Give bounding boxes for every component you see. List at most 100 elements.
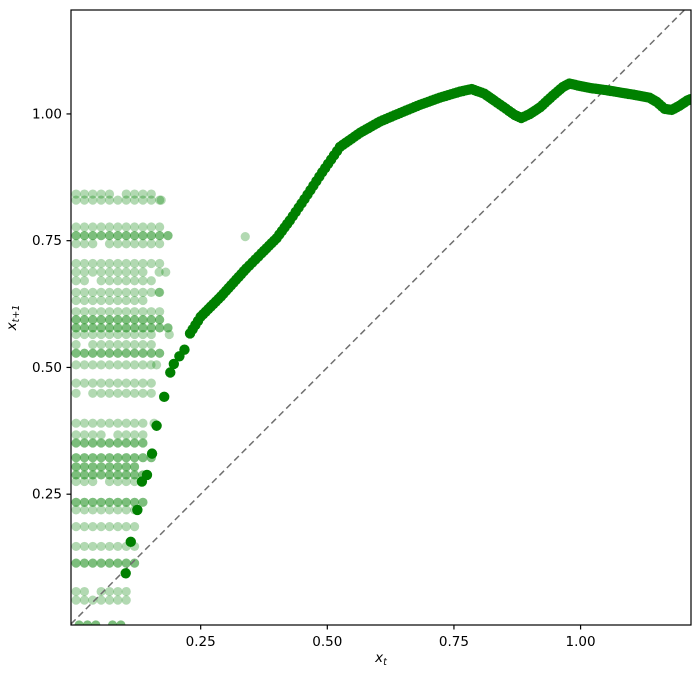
cloud-point (96, 497, 106, 507)
cloud-point (79, 430, 90, 440)
cloud-point (129, 378, 140, 388)
cloud-point (96, 418, 106, 428)
cloud-point (104, 462, 115, 472)
cloud-point (88, 558, 98, 568)
cloud-point (104, 315, 115, 325)
cloud-point (96, 388, 106, 398)
cloud-point (163, 323, 173, 333)
cloud-point (121, 438, 131, 448)
cloud-point (138, 189, 148, 199)
cloud-point (163, 231, 173, 241)
cloud-point (129, 340, 140, 350)
cloud-point (88, 497, 98, 507)
cloud-point (138, 348, 148, 358)
y-axis-label-text: xt+1 (4, 305, 22, 332)
cloud-point (96, 276, 106, 286)
cloud-point (96, 541, 106, 552)
cloud-point (104, 295, 115, 306)
cloud-point (138, 295, 148, 306)
cloud-point (138, 323, 148, 333)
cloud-point (79, 231, 90, 241)
cloud-point (88, 222, 98, 232)
curve-point (141, 469, 153, 481)
cloud-point (71, 453, 81, 463)
cloud-point (104, 558, 115, 568)
cloud-point (71, 307, 81, 317)
cloud-point (121, 558, 131, 568)
cloud-point (88, 329, 98, 340)
x-axis: 0.25 0.50 0.75 1.00 (186, 625, 596, 650)
cloud-point (88, 470, 98, 480)
cloud-point (96, 470, 106, 480)
cloud-point (96, 329, 106, 340)
cloud-point (129, 418, 140, 428)
cloud-point (129, 267, 140, 277)
cloud-point (155, 307, 165, 317)
cloud-point (155, 222, 165, 232)
cloud-point (104, 522, 115, 532)
cloud-point (155, 315, 165, 325)
cloud-point (154, 287, 164, 298)
cloud-point (71, 470, 81, 480)
cloud-point (146, 323, 156, 333)
cloud-point (71, 295, 81, 306)
y-axis: 0.25 0.50 0.75 1.00 (32, 106, 71, 503)
cloud-point (104, 360, 115, 370)
cloud-point (113, 231, 123, 241)
cloud-point (121, 348, 131, 358)
cloud-point (96, 323, 106, 333)
cloud-point (71, 315, 81, 325)
cloud-point (113, 315, 123, 325)
cloud-point (104, 453, 115, 463)
cloud-point (71, 222, 81, 232)
cloud-point (79, 418, 90, 428)
cloud-point (152, 360, 162, 370)
cloud-point (138, 438, 148, 448)
cloud-point (121, 258, 131, 269)
identity-dashed-line (71, 10, 686, 625)
cloud-point (129, 348, 140, 358)
model-curve (120, 78, 691, 579)
cloud-point (71, 287, 81, 298)
x-tick-label: 1.00 (566, 634, 596, 650)
cloud-point (146, 189, 156, 199)
cloud-point (71, 348, 81, 358)
cloud-point (146, 360, 156, 370)
cloud-point (138, 360, 148, 370)
cloud-point (104, 470, 115, 480)
cloud-point (104, 586, 115, 597)
axes-spines (70, 9, 692, 626)
cloud-point (113, 595, 123, 605)
cloud-point (71, 438, 81, 448)
cloud-point (79, 222, 90, 232)
cloud-point (79, 315, 90, 325)
cloud-point (88, 348, 98, 358)
cloud-point (79, 497, 90, 507)
cloud-point (96, 470, 106, 480)
cloud-point (88, 258, 98, 269)
cloud-point (104, 276, 115, 286)
cloud-point (71, 418, 81, 428)
cloud-point (71, 189, 81, 199)
cloud-point (104, 505, 115, 515)
cloud-point (88, 189, 98, 199)
cloud-point (71, 430, 81, 440)
cloud-point (79, 453, 90, 463)
cloud-point (79, 231, 90, 241)
cloud-point (74, 620, 84, 625)
cloud-point (96, 378, 106, 388)
cloud-point (121, 430, 131, 440)
cloud-point (88, 315, 98, 325)
cloud-point (104, 476, 115, 487)
cloud-point (138, 287, 148, 298)
cloud-point (88, 438, 98, 448)
cloud-point (88, 418, 98, 428)
cloud-point (113, 329, 123, 340)
cloud-point (79, 267, 90, 277)
cloud-point (129, 438, 140, 448)
cloud-point (129, 307, 140, 317)
cloud-point (164, 329, 174, 340)
cloud-point (71, 497, 81, 507)
cloud-point (129, 462, 140, 472)
x-tick-label: 0.75 (439, 634, 469, 650)
